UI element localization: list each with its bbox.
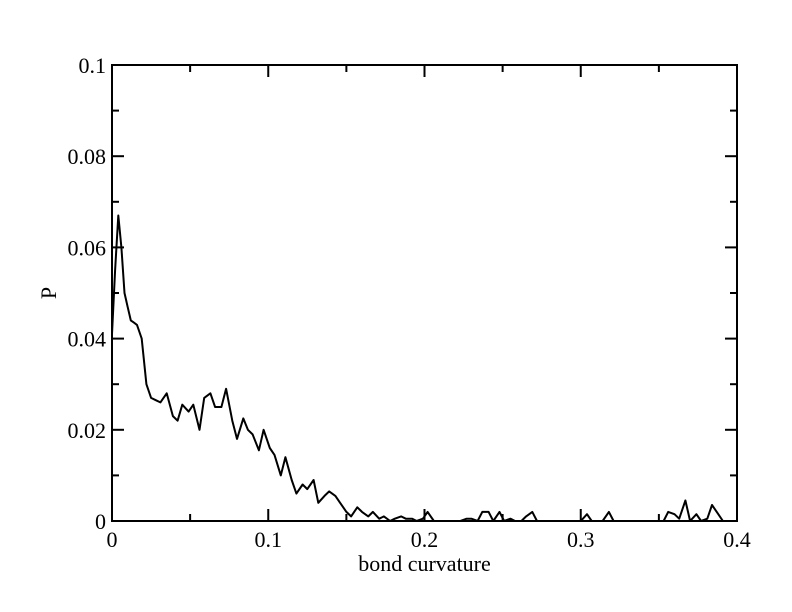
x-axis-title: bond curvature — [358, 551, 491, 576]
x-axis-ticks: 0 0.1 0.2 0.3 0.4 — [107, 65, 751, 552]
y-tick-label: 0.06 — [68, 235, 107, 260]
x-tick-label: 0.1 — [255, 527, 283, 552]
y-axis-title: P — [36, 287, 61, 299]
x-tick-label: 0.3 — [567, 527, 595, 552]
y-tick-label: 0.02 — [68, 418, 107, 443]
y-tick-label: 0.1 — [79, 53, 107, 78]
x-tick-label: 0 — [107, 527, 118, 552]
y-tick-label: 0.04 — [68, 327, 107, 352]
x-tick-label: 0.4 — [723, 527, 751, 552]
plot-frame — [111, 64, 738, 522]
y-axis-ticks: 0 0.02 0.04 0.06 0.08 0.1 — [68, 53, 737, 534]
y-tick-label: 0 — [95, 509, 106, 534]
x-tick-label: 0.2 — [411, 527, 439, 552]
y-tick-label: 0.08 — [68, 144, 107, 169]
